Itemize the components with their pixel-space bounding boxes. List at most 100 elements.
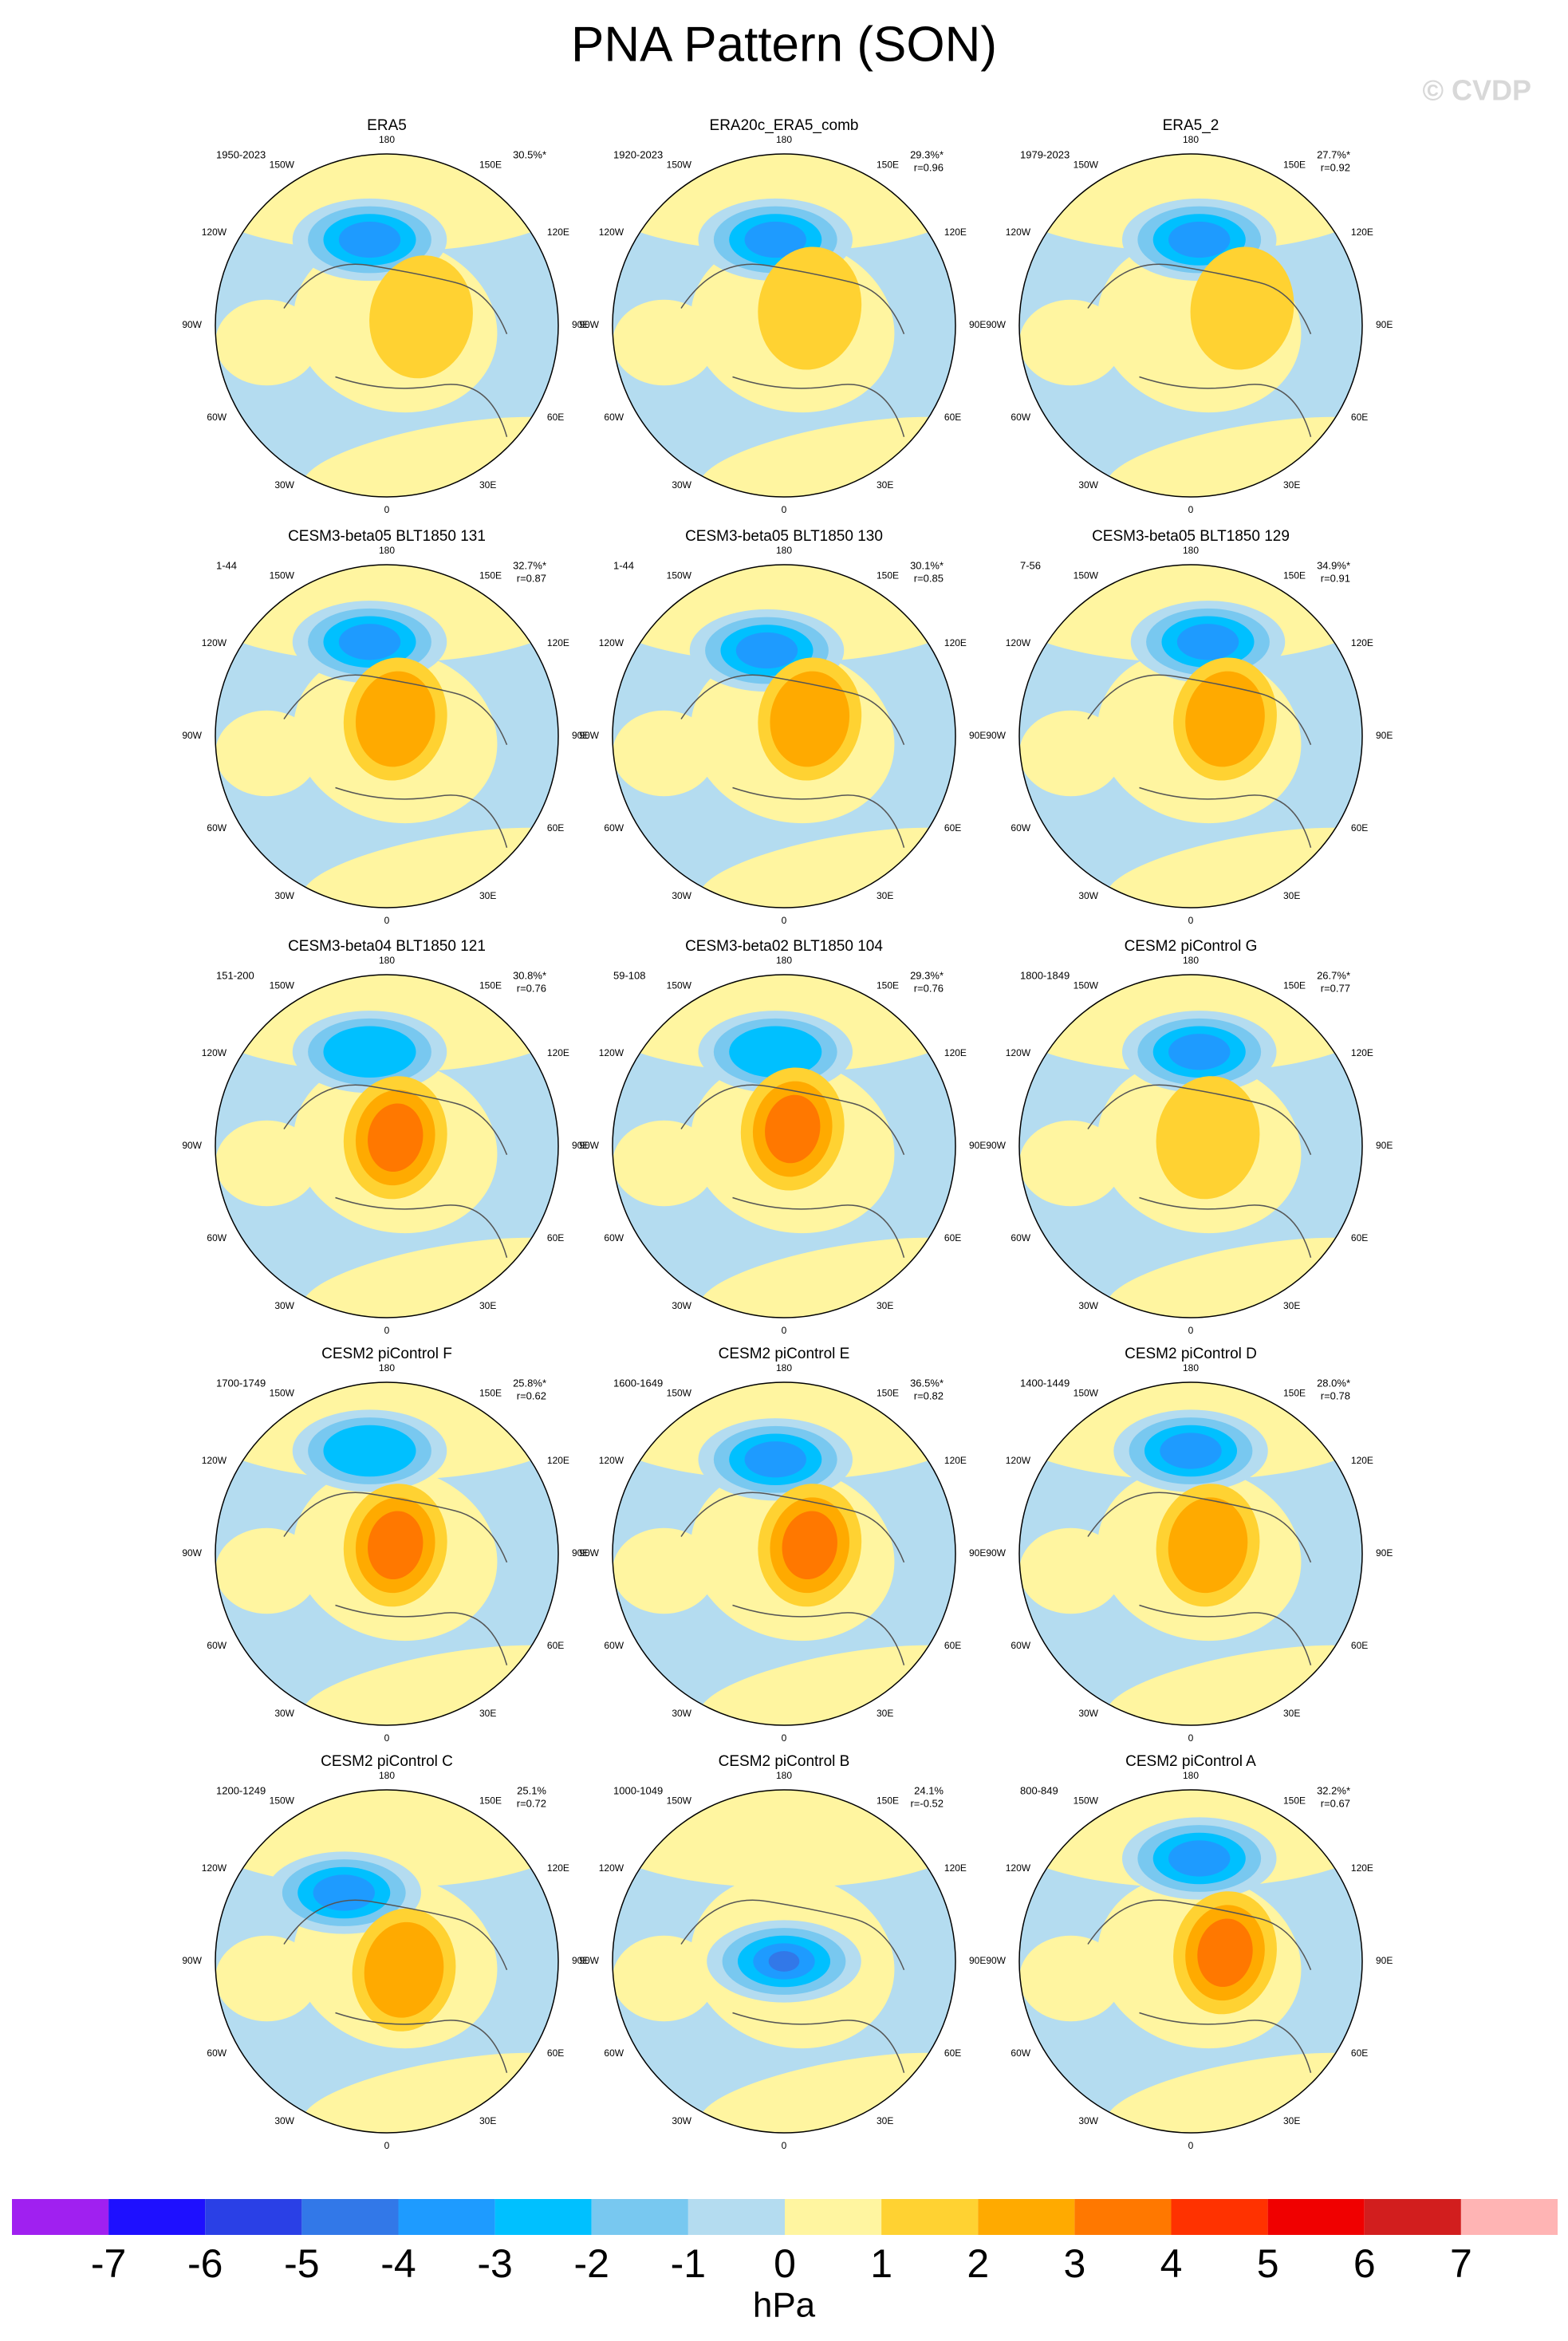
map-panel [613,975,955,1318]
longitude-label: 90W [182,730,202,741]
map-border [612,153,956,498]
longitude-label: 150E [877,1795,899,1806]
map-border [1018,153,1363,498]
panel-title: CESM2 piControl G [1125,938,1258,955]
longitude-label: 0 [1188,915,1194,926]
period-label: 1800-1849 [1020,969,1070,981]
contour-region [613,1935,715,2022]
map-panel [1019,154,1362,497]
period-label: 1979-2023 [1020,148,1070,160]
map-panel [215,565,558,908]
longitude-label: 150W [667,569,692,581]
map-border [1018,974,1363,1318]
colorbar-units: hPa [753,2286,816,2325]
longitude-label: 60E [1351,1640,1368,1651]
contour-region [1168,1840,1231,1877]
contour-region [369,255,473,379]
contour-region [1019,1527,1122,1614]
contour-region [744,1441,806,1478]
longitude-label: 0 [384,504,390,515]
period-label: 59-108 [613,969,645,981]
longitude-label: 150W [667,1387,692,1398]
correlation-label: r=0.77 [1321,982,1350,994]
longitude-label: 120E [547,1862,569,1874]
coastline [680,1899,905,2073]
longitude-label: 30W [672,1708,691,1719]
coastline [1087,1899,1312,2073]
longitude-label: 30E [877,1708,893,1719]
longitude-label: 90W [182,319,202,330]
map-border [1018,564,1363,908]
longitude-label: 30E [877,2115,893,2126]
correlation-label: r=0.67 [1321,1797,1350,1809]
colorbar-box [591,2199,688,2235]
variance-label: 27.7%* [1317,148,1350,160]
watermark: © CVDP [1422,74,1531,107]
longitude-label: 150E [877,569,899,581]
colorbar-box [1267,2199,1365,2235]
longitude-label: 120E [944,1047,967,1058]
longitude-label: 60W [604,2047,624,2059]
longitude-label: 180 [1183,955,1199,966]
period-label: 7-56 [1020,559,1041,571]
colorbar-box [108,2199,206,2235]
longitude-label: 90E [969,1140,986,1151]
longitude-label: 60W [207,412,227,423]
correlation-label: r=0.72 [517,1797,546,1809]
colorbar-box [881,2199,979,2235]
correlation-label: r=0.78 [1321,1389,1350,1401]
panel-title: ERA20c_ERA5_comb [710,117,859,134]
longitude-label: 150W [270,979,295,991]
map-border [612,974,956,1318]
longitude-label: 90E [1376,319,1393,330]
longitude-label: 120E [1351,1047,1373,1058]
longitude-label: 0 [384,1732,390,1744]
period-label: 800-849 [1020,1784,1058,1796]
longitude-label: 90W [182,1140,202,1151]
contour-region [215,1120,318,1207]
longitude-label: 150W [270,1387,295,1398]
longitude-label: 30W [1078,479,1098,491]
longitude-label: 60W [604,822,624,834]
longitude-label: 180 [776,545,792,556]
longitude-label: 0 [782,2140,787,2151]
map-panel [1019,1382,1362,1725]
coastline [680,674,905,848]
longitude-label: 0 [384,915,390,926]
longitude-label: 90E [572,1140,589,1151]
colorbar-box [978,2199,1075,2235]
contour-region [1168,221,1231,258]
longitude-label: 60W [207,2047,227,2059]
contour-region [735,632,798,669]
map-border [612,1381,956,1726]
longitude-label: 60E [944,1640,961,1651]
map-panel [215,1382,558,1725]
longitude-label: 120E [547,227,569,238]
longitude-label: 0 [1188,1325,1194,1336]
longitude-label: 60W [207,1232,227,1243]
colorbar-tick-label: 1 [870,2241,892,2286]
longitude-label: 30E [479,2115,496,2126]
map-panel [1019,565,1362,908]
longitude-label: 30W [1078,1708,1098,1719]
contour-region [368,1511,424,1580]
longitude-label: 30W [274,1300,294,1311]
map-border [612,564,956,908]
longitude-label: 150E [877,159,899,170]
longitude-label: 150E [479,1795,502,1806]
map-panel [215,154,558,497]
longitude-label: 120E [944,1455,967,1466]
coastline [1087,1492,1312,1665]
longitude-label: 120E [1351,1862,1373,1874]
longitude-label: 150W [270,569,295,581]
longitude-label: 180 [776,134,792,145]
longitude-label: 120W [202,637,227,648]
period-label: 1700-1749 [216,1377,266,1389]
page-title: PNA Pattern (SON) [571,17,997,72]
contour-region [338,624,401,660]
longitude-label: 150W [1074,979,1099,991]
contour-region [1168,1034,1231,1070]
longitude-label: 90W [579,319,599,330]
panel-title: CESM3-beta05 BLT1850 129 [1092,528,1290,545]
map-panel [613,154,955,497]
